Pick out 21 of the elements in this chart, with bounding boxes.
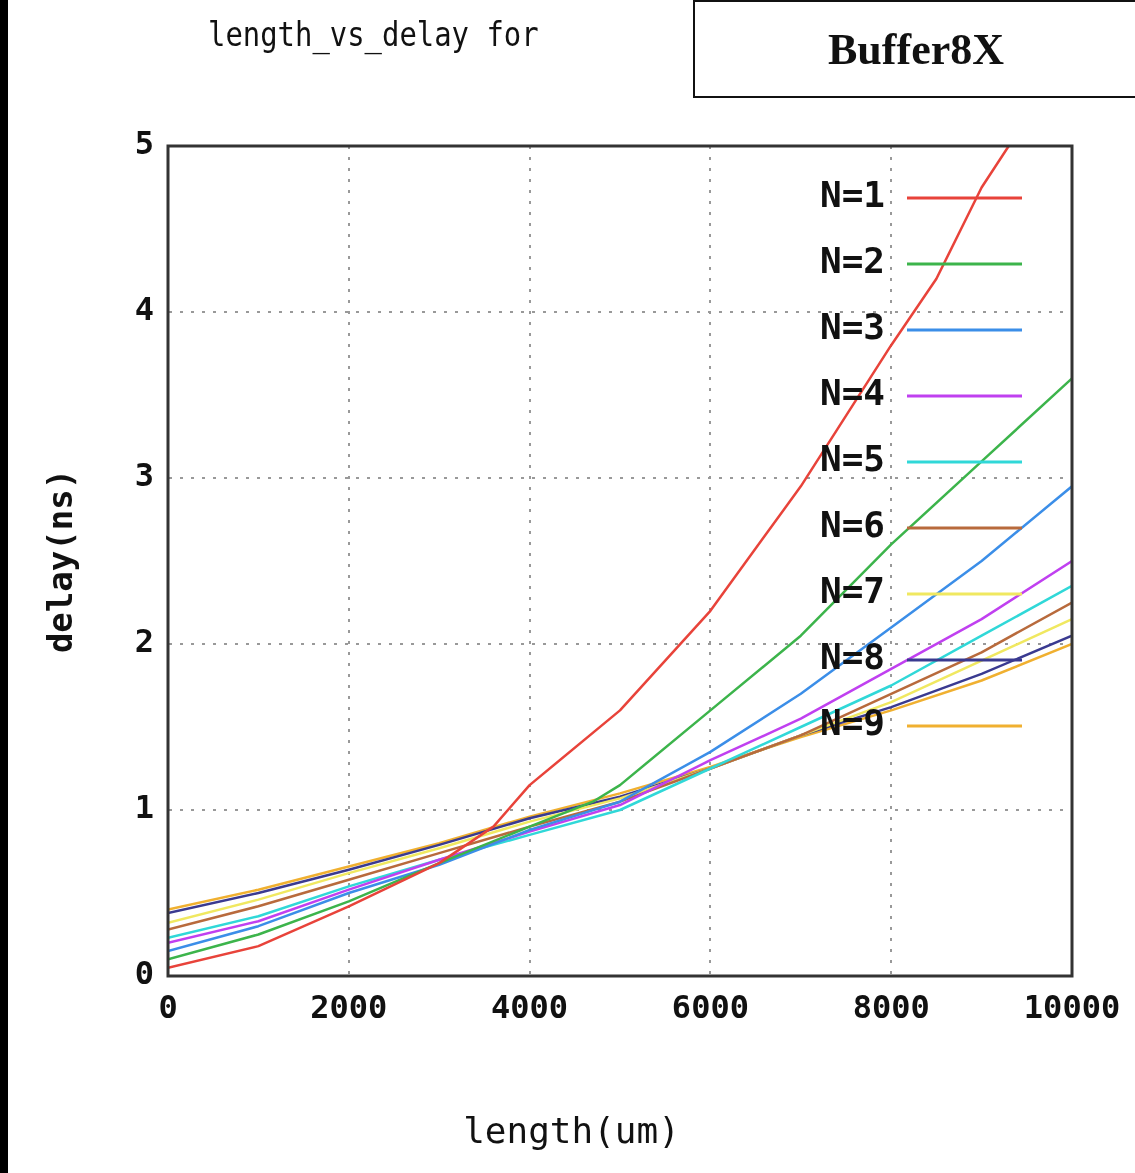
y-tick-label: 4	[134, 290, 154, 329]
chart-title: length_vs_delay for	[208, 14, 539, 54]
x-axis-title: length(um)	[462, 1110, 681, 1151]
y-tick-label: 2	[134, 622, 154, 661]
y-tick-label: 3	[134, 456, 154, 495]
x-tick-label: 4000	[491, 987, 569, 1026]
legend-label: N=6	[819, 504, 885, 546]
x-tick-label: 6000	[671, 987, 749, 1026]
y-tick-label: 0	[134, 954, 154, 993]
chart-subtitle: Buffer8X	[693, 0, 1135, 98]
x-tick-label: 10000	[1023, 987, 1121, 1026]
x-tick-label: 8000	[852, 987, 930, 1026]
legend-label: N=1	[819, 174, 885, 216]
x-tick-label: 2000	[310, 987, 388, 1026]
x-tick-label: 0	[158, 987, 178, 1026]
y-axis-title: delay(ns)	[40, 468, 80, 654]
legend-label: N=3	[819, 306, 885, 348]
y-tick-label: 1	[134, 788, 154, 827]
legend-label: N=5	[819, 438, 885, 480]
y-tick-label: 5	[134, 124, 154, 163]
legend-label: N=2	[819, 240, 885, 282]
